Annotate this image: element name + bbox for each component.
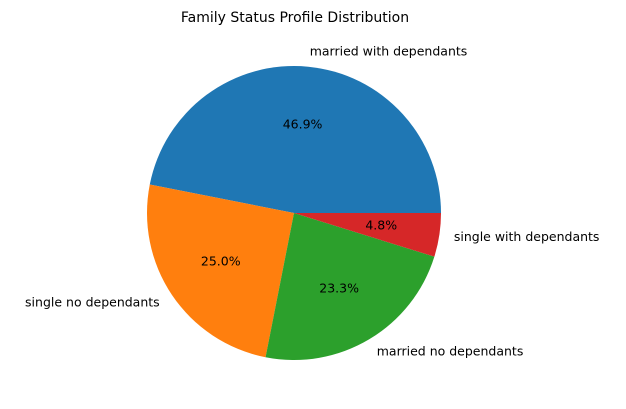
slice-label-single-no-dependants: single no dependants [25, 295, 160, 310]
pie-slice-single-with-dependants [294, 213, 441, 257]
slice-label-married-with-dependants: married with dependants [310, 44, 468, 59]
pie-slice-married-with-dependants [149, 65, 441, 213]
slice-percent-married-with-dependants: 46.9% [283, 117, 323, 132]
pie-slices [147, 65, 441, 360]
slice-percent-married-no-dependants: 23.3% [319, 280, 359, 295]
pie-slice-married-no-dependants [265, 213, 435, 360]
slice-label-single-with-dependants: single with dependants [454, 229, 600, 244]
pie-labels: married with dependants 46.9% single no de… [25, 44, 599, 359]
slice-percent-single-with-dependants: 4.8% [365, 218, 397, 233]
chart-title: Family Status Profile Distribution [181, 10, 409, 26]
slice-percent-single-no-dependants: 25.0% [201, 254, 241, 269]
slice-label-married-no-dependants: married no dependants [377, 343, 524, 358]
pie-slice-single-no-dependants [147, 184, 294, 358]
